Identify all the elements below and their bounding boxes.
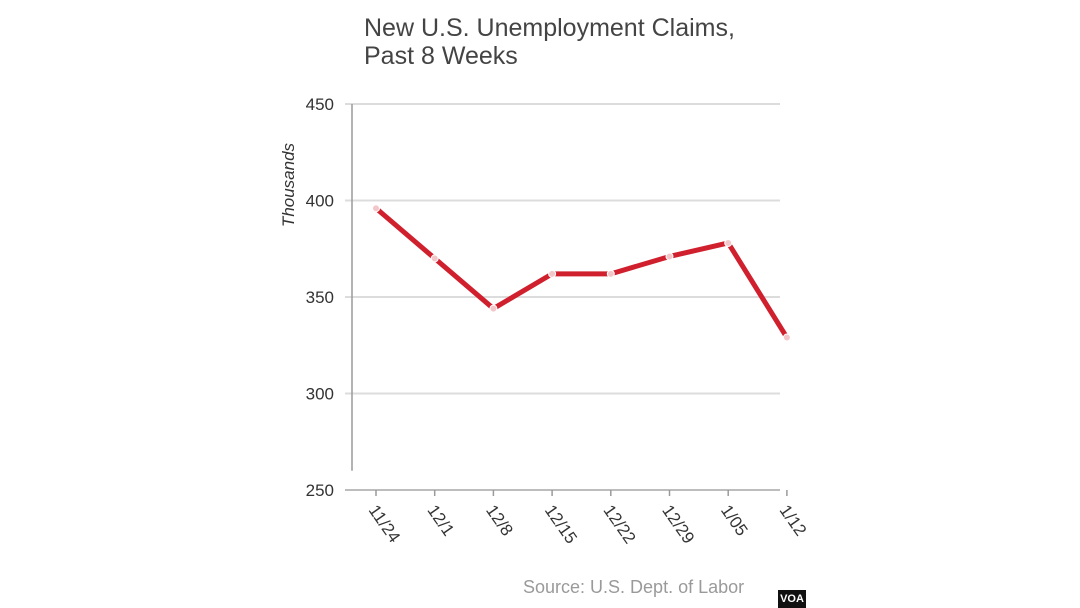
data-point-1/12 [782,333,791,342]
y-tick-label-400: 400 [306,192,334,211]
data-point-12/22 [606,269,615,278]
x-tick-label-12/29: 12/29 [658,501,698,547]
x-tick-label-1/05: 1/05 [717,501,752,539]
y-axis-label: Thousands [279,142,298,227]
series-line-0 [373,205,790,341]
voa-logo-badge: VOA [778,590,806,608]
y-tick-label-450: 450 [306,95,334,114]
source-note: Source: U.S. Dept. of Labor [523,577,745,597]
data-point-1/05 [724,238,733,247]
x-tick-label-12/22: 12/22 [600,501,640,547]
data-point-12/15 [548,269,557,278]
y-tick-label-250: 250 [306,481,334,500]
x-tick-label-11/24: 11/24 [365,501,404,546]
data-point-12/29 [665,252,674,261]
x-tick-label-1/12: 1/12 [776,501,811,539]
data-point-11/24 [372,204,380,213]
x-tick-label-12/8: 12/8 [482,501,517,539]
data-point-12/1 [430,254,439,263]
chart-title-line-1: New U.S. Unemployment Claims, [364,14,735,42]
y-tick-label-300: 300 [306,385,334,404]
y-tick-label-350: 350 [306,288,334,307]
data-point-12/8 [489,304,498,313]
x-tick-label-12/1: 12/1 [423,501,458,539]
x-tick-label-12/15: 12/15 [541,501,581,547]
chart-title-line-2: Past 8 Weeks [364,42,518,70]
